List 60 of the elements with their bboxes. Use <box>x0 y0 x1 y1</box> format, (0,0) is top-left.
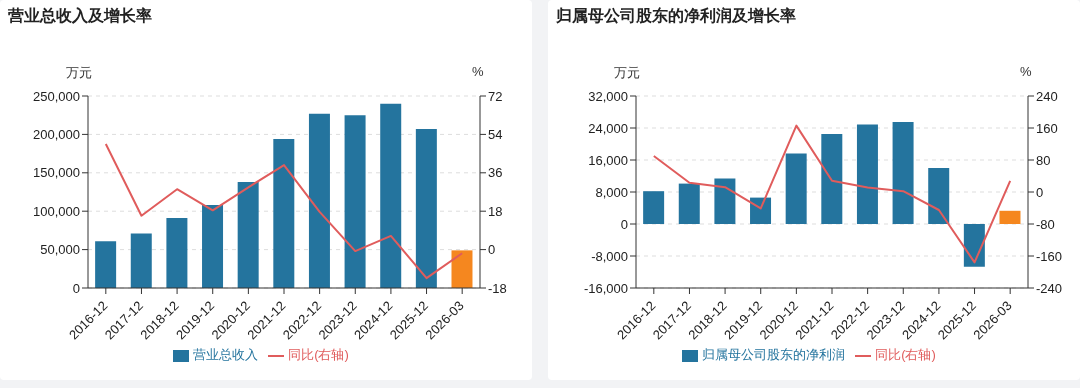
y2-axis-title: % <box>472 64 484 79</box>
y2-tick-label: -240 <box>1036 280 1063 296</box>
bar <box>166 218 188 288</box>
y2-tick-label: 18 <box>488 203 503 219</box>
y2-tick-label: 0 <box>488 242 496 258</box>
bar <box>237 182 259 288</box>
bar <box>202 205 224 288</box>
bar <box>130 233 152 288</box>
y-tick-label: 0 <box>72 280 80 296</box>
y-tick-label: 16,000 <box>588 152 628 168</box>
y2-tick-label: -18 <box>488 280 507 296</box>
bar <box>963 224 985 267</box>
bar <box>643 191 665 224</box>
y-tick-label: 32,000 <box>588 88 628 104</box>
bar <box>678 183 700 224</box>
y2-tick-label: -160 <box>1036 248 1063 264</box>
y2-axis-title: % <box>1020 64 1032 79</box>
y-tick-label: 50,000 <box>40 242 80 258</box>
legend-label: 同比(右轴) <box>288 347 349 362</box>
bar <box>821 134 843 224</box>
y2-tick-label: -80 <box>1036 216 1055 232</box>
y2-tick-label: 36 <box>488 165 503 181</box>
y-tick-label: 0 <box>620 216 628 232</box>
legend-label: 营业总收入 <box>193 347 259 362</box>
y-tick-label: 8,000 <box>595 184 628 200</box>
y-axis-title: 万元 <box>614 64 640 82</box>
y-tick-label: 100,000 <box>33 203 80 219</box>
y-tick-label: -16,000 <box>583 280 628 296</box>
bar <box>451 250 473 288</box>
y2-tick-label: 0 <box>1036 184 1044 200</box>
bar <box>344 115 366 288</box>
y-tick-label: 150,000 <box>33 165 80 181</box>
y-tick-label: 250,000 <box>33 88 80 104</box>
y-axis-title: 万元 <box>66 64 92 82</box>
line-series <box>652 124 1012 264</box>
bar <box>308 113 330 288</box>
legend-label: 归属母公司股东的净利润 <box>702 347 846 362</box>
bar <box>856 124 878 224</box>
y2-tick-label: 160 <box>1036 120 1058 136</box>
bar <box>380 103 402 288</box>
y2-tick-label: 54 <box>488 127 503 143</box>
legend-label: 同比(右轴) <box>875 347 936 362</box>
bar <box>999 210 1021 224</box>
y-tick-label: 200,000 <box>33 127 80 143</box>
bar <box>714 178 736 224</box>
y-tick-label: 24,000 <box>588 120 628 136</box>
chart-title: 营业总收入及增长率 <box>8 6 152 26</box>
bar <box>750 197 772 224</box>
y2-tick-label: 240 <box>1036 88 1058 104</box>
bar <box>95 241 117 288</box>
line-series <box>104 143 464 280</box>
y2-tick-label: 80 <box>1036 152 1051 168</box>
bar <box>415 129 437 288</box>
y2-tick-label: 72 <box>488 88 503 104</box>
chart-title: 归属母公司股东的净利润及增长率 <box>556 6 796 26</box>
y-tick-label: -8,000 <box>591 248 628 264</box>
bar <box>785 153 807 224</box>
bar <box>892 122 914 224</box>
bar <box>273 139 295 288</box>
bar <box>928 168 950 224</box>
